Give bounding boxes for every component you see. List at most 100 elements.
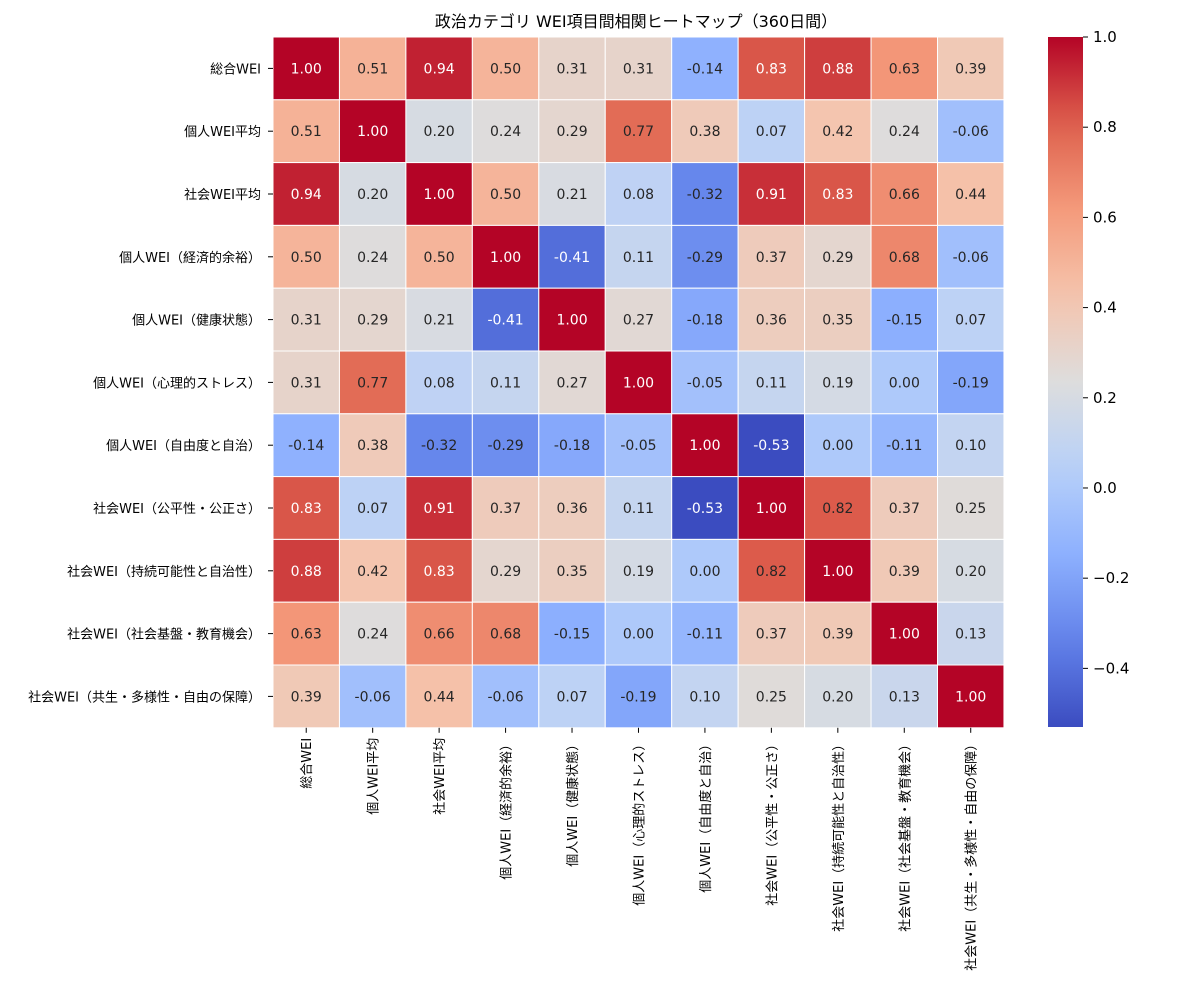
cell-value-4-8: 0.35 bbox=[822, 313, 853, 329]
heatmap-cell-9-7 bbox=[737, 601, 806, 666]
cell-value-1-8: 0.42 bbox=[822, 124, 853, 140]
heatmap-cell-7-3 bbox=[471, 476, 540, 540]
cell-value-1-2: 0.20 bbox=[424, 124, 455, 140]
heatmap-cell-4-5 bbox=[604, 287, 673, 352]
heatmap-cell-3-6 bbox=[671, 224, 739, 289]
heatmap-cell-2-2 bbox=[405, 162, 473, 226]
cell-value-9-1: 0.24 bbox=[357, 627, 388, 643]
cell-value-0-6: -0.14 bbox=[687, 61, 723, 77]
heatmap-cell-0-1 bbox=[338, 36, 407, 101]
heatmap-cell-5-3 bbox=[471, 350, 540, 415]
cell-value-3-6: -0.29 bbox=[687, 250, 723, 266]
heatmap-cell-3-4 bbox=[538, 224, 606, 289]
cell-value-5-1: 0.77 bbox=[357, 375, 388, 391]
cell-value-9-7: 0.37 bbox=[756, 627, 787, 643]
cell-value-6-2: -0.32 bbox=[421, 438, 457, 454]
heatmap-cell-7-5 bbox=[604, 476, 673, 540]
cell-value-8-6: 0.00 bbox=[689, 564, 720, 580]
cell-value-9-2: 0.66 bbox=[424, 627, 455, 643]
x-tick-label-6: 個人WEI（自由度と自治） bbox=[698, 738, 714, 893]
x-tick-label-2: 社会WEI平均 bbox=[432, 738, 448, 815]
cell-value-6-5: -0.05 bbox=[620, 438, 656, 454]
cell-value-3-1: 0.24 bbox=[357, 250, 388, 266]
heatmap-cell-10-10 bbox=[937, 664, 1005, 729]
cell-value-2-5: 0.08 bbox=[623, 187, 654, 203]
heatmap-cell-6-3 bbox=[471, 413, 540, 478]
cell-value-6-10: 0.10 bbox=[955, 438, 986, 454]
colorbar-tick-label-2: 0.0 bbox=[1093, 479, 1117, 497]
cell-value-7-8: 0.82 bbox=[822, 501, 853, 517]
heatmap-cell-6-9 bbox=[870, 413, 938, 478]
cell-value-3-10: -0.06 bbox=[953, 250, 989, 266]
heatmap-cell-7-0 bbox=[272, 476, 340, 540]
y-tick-label-3: 個人WEI（経済的余裕） bbox=[119, 250, 261, 266]
cell-value-0-5: 0.31 bbox=[623, 61, 654, 77]
heatmap-cell-10-2 bbox=[405, 664, 473, 729]
heatmap-cell-8-6 bbox=[671, 538, 739, 603]
cell-value-7-10: 0.25 bbox=[955, 501, 986, 517]
heatmap-cell-4-4 bbox=[538, 287, 606, 352]
colorbar-tick-label-6: 0.8 bbox=[1093, 118, 1117, 136]
y-tick-label-4: 個人WEI（健康状態） bbox=[132, 313, 261, 329]
y-tick-label-7: 社会WEI（公平性・公正さ） bbox=[93, 501, 261, 517]
heatmap-cell-7-7 bbox=[737, 476, 806, 540]
heatmap-cell-1-9 bbox=[870, 99, 938, 164]
cell-value-4-5: 0.27 bbox=[623, 313, 654, 329]
cell-value-6-9: -0.11 bbox=[886, 438, 922, 454]
cell-value-7-4: 0.36 bbox=[556, 501, 587, 517]
cell-value-0-0: 1.00 bbox=[291, 61, 322, 77]
cell-value-9-6: -0.11 bbox=[687, 627, 723, 643]
heatmap-cell-9-8 bbox=[804, 601, 872, 666]
heatmap-cell-5-10 bbox=[937, 350, 1005, 415]
cell-value-5-9: 0.00 bbox=[889, 375, 920, 391]
heatmap-cell-0-0 bbox=[272, 36, 340, 101]
heatmap-cell-10-4 bbox=[538, 664, 606, 729]
heatmap-cell-1-2 bbox=[405, 99, 473, 164]
heatmap-cell-4-0 bbox=[272, 287, 340, 352]
cell-value-10-2: 0.44 bbox=[424, 689, 455, 705]
cell-value-10-5: -0.19 bbox=[620, 689, 656, 705]
heatmap-cell-9-2 bbox=[405, 601, 473, 666]
cell-value-8-2: 0.83 bbox=[424, 564, 455, 580]
cell-value-8-3: 0.29 bbox=[490, 564, 521, 580]
heatmap-cell-7-10 bbox=[937, 476, 1005, 540]
cell-value-4-3: -0.41 bbox=[487, 313, 523, 329]
heatmap-cell-2-0 bbox=[272, 162, 340, 226]
cell-value-3-9: 0.68 bbox=[889, 250, 920, 266]
heatmap-cell-4-3 bbox=[471, 287, 540, 352]
cell-value-7-3: 0.37 bbox=[490, 501, 521, 517]
heatmap-cell-4-1 bbox=[338, 287, 407, 352]
heatmap-cell-3-9 bbox=[870, 224, 938, 289]
cell-value-8-5: 0.19 bbox=[623, 564, 654, 580]
cell-value-10-4: 0.07 bbox=[556, 689, 587, 705]
cell-value-2-3: 0.50 bbox=[490, 187, 521, 203]
cell-value-6-4: -0.18 bbox=[554, 438, 590, 454]
heatmap-cell-7-1 bbox=[338, 476, 407, 540]
cell-value-5-7: 0.11 bbox=[756, 375, 787, 391]
cell-value-1-9: 0.24 bbox=[889, 124, 920, 140]
x-tick-label-10: 社会WEI（共生・多様性・自由の保障） bbox=[964, 738, 980, 971]
x-tick-label-3: 個人WEI（経済的余裕） bbox=[499, 738, 515, 880]
cell-value-9-4: -0.15 bbox=[554, 627, 590, 643]
cell-value-3-8: 0.29 bbox=[822, 250, 853, 266]
cell-value-2-8: 0.83 bbox=[822, 187, 853, 203]
heatmap-cell-5-8 bbox=[804, 350, 872, 415]
cell-value-1-5: 0.77 bbox=[623, 124, 654, 140]
cell-value-7-2: 0.91 bbox=[424, 501, 455, 517]
cell-value-7-5: 0.11 bbox=[623, 501, 654, 517]
x-tick-label-7: 社会WEI（公平性・公正さ） bbox=[764, 738, 780, 906]
cell-value-0-2: 0.94 bbox=[424, 61, 455, 77]
cell-value-2-9: 0.66 bbox=[889, 187, 920, 203]
cell-value-9-3: 0.68 bbox=[490, 627, 521, 643]
heatmap-cell-7-6 bbox=[671, 476, 739, 540]
heatmap-cell-9-4 bbox=[538, 601, 606, 666]
heatmap-cell-0-9 bbox=[870, 36, 938, 101]
heatmap-cell-4-8 bbox=[804, 287, 872, 352]
cell-value-2-0: 0.94 bbox=[291, 187, 322, 203]
cell-value-1-3: 0.24 bbox=[490, 124, 521, 140]
cell-value-7-1: 0.07 bbox=[357, 501, 388, 517]
heatmap-cell-4-9 bbox=[870, 287, 938, 352]
cell-value-4-0: 0.31 bbox=[291, 313, 322, 329]
cell-value-0-9: 0.63 bbox=[889, 61, 920, 77]
